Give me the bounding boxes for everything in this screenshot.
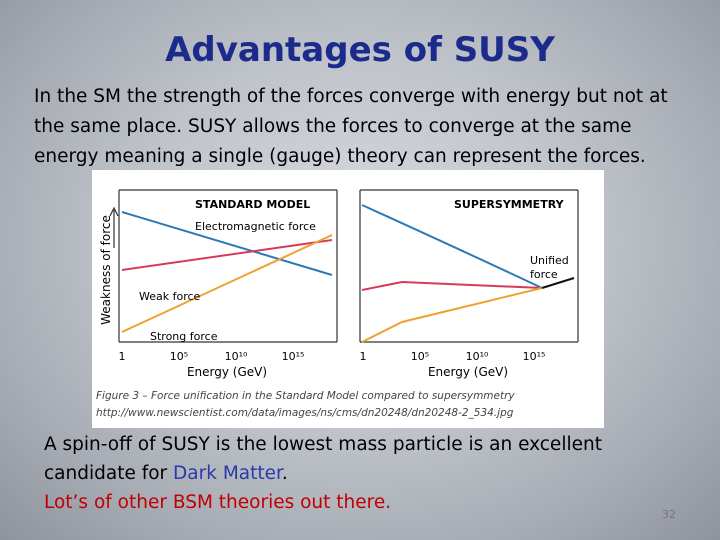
x-tick-label: 10⁵	[411, 350, 429, 363]
curve-label: Electromagnetic force	[195, 220, 316, 233]
figure-source: http://www.newscientist.com/data/images/…	[96, 407, 514, 419]
strong-line	[361, 287, 543, 343]
weak-line	[121, 239, 333, 271]
panel-title: SUPERSYMMETRY	[454, 198, 565, 211]
x-tick-label: 10¹⁵	[282, 350, 305, 363]
conclusion-end: .	[281, 463, 288, 484]
x-tick-label: 1	[360, 350, 367, 363]
slide-title: Advantages of SUSY	[165, 30, 555, 70]
strong-line	[121, 234, 333, 333]
x-tick-label: 10⁵	[170, 350, 188, 363]
page-number: 32	[662, 508, 676, 521]
conclusion-text: A spin-off of SUSY is the lowest mass pa…	[44, 434, 602, 484]
curve-label: force	[530, 268, 558, 281]
x-tick-label: 10¹⁵	[523, 350, 546, 363]
intro-text: In the SM the strength of the forces con…	[34, 86, 668, 167]
unified-line	[541, 277, 575, 289]
em-line	[361, 204, 543, 289]
figure: Weakness of force STANDARD MODEL Electro…	[92, 170, 604, 428]
em-line	[121, 211, 333, 276]
curve-label: Strong force	[150, 330, 218, 343]
tick-labels: 1 10⁵ 10¹⁰ 10¹⁵ 1 10⁵ 10¹⁰ 10¹⁵	[119, 350, 546, 363]
highlight-text: Dark Matter	[173, 463, 282, 484]
x-tick-label: 1	[119, 350, 126, 363]
x-axis-label: Energy (GeV)	[428, 365, 508, 379]
axis-arrow	[109, 206, 119, 248]
x-tick-label: 10¹⁰	[225, 350, 248, 363]
figure-background	[92, 170, 604, 428]
x-axis-label: Energy (GeV)	[187, 365, 267, 379]
panel-title: STANDARD MODEL	[195, 198, 310, 211]
y-axis-label: Weakness of force	[99, 215, 113, 325]
figure-caption: Figure 3 – Force unification in the Stan…	[96, 390, 515, 402]
curve-label: Weak force	[139, 290, 201, 303]
curve-label: Unified	[530, 254, 569, 267]
x-tick-label: 10¹⁰	[466, 350, 489, 363]
weak-line	[361, 280, 543, 291]
conclusion: A spin-off of SUSY is the lowest mass pa…	[44, 430, 644, 517]
note-text: Lot’s of other BSM theories out there.	[44, 492, 392, 513]
